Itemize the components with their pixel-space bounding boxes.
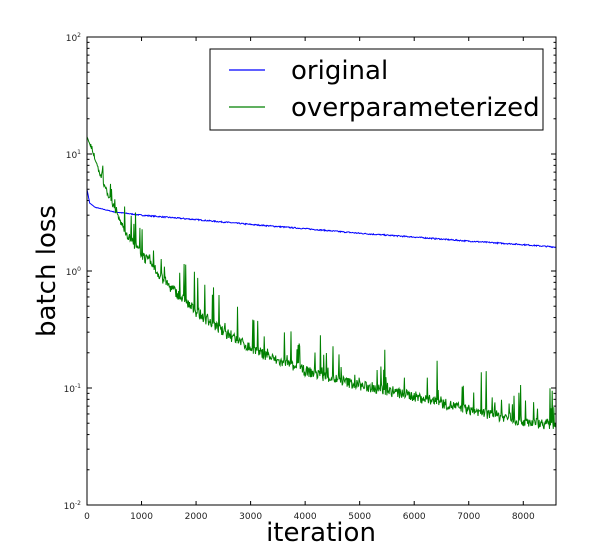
- plot-frame: [86, 36, 557, 506]
- x-tick-label: 2000: [185, 512, 208, 522]
- y-tick-label: 10-1: [64, 383, 82, 395]
- x-tick-label: 8000: [512, 512, 535, 522]
- legend: original overparameterized: [209, 48, 544, 131]
- x-tick-label: 3000: [239, 512, 262, 522]
- y-tick-label: 10-2: [64, 500, 82, 512]
- x-tick-label: 1000: [130, 512, 153, 522]
- x-tick-label: 5000: [348, 512, 371, 522]
- legend-box: [209, 48, 544, 131]
- x-axis-label: iteration: [266, 518, 376, 548]
- y-tick-label: 100: [66, 266, 81, 278]
- y-axis-label: batch loss: [32, 205, 62, 337]
- legend-label-original: original: [291, 56, 388, 86]
- series-line-original: [86, 189, 557, 249]
- y-tick-label: 101: [66, 149, 81, 161]
- x-tick-label: 7000: [457, 512, 480, 522]
- x-tick-label: 6000: [403, 512, 426, 522]
- legend-label-overparameterized: overparameterized: [291, 93, 540, 123]
- x-tick-label: 0: [84, 512, 90, 522]
- y-tick-label: 102: [66, 32, 81, 44]
- x-tick-label: 4000: [294, 512, 317, 522]
- series-line-overparameterized: [86, 136, 557, 430]
